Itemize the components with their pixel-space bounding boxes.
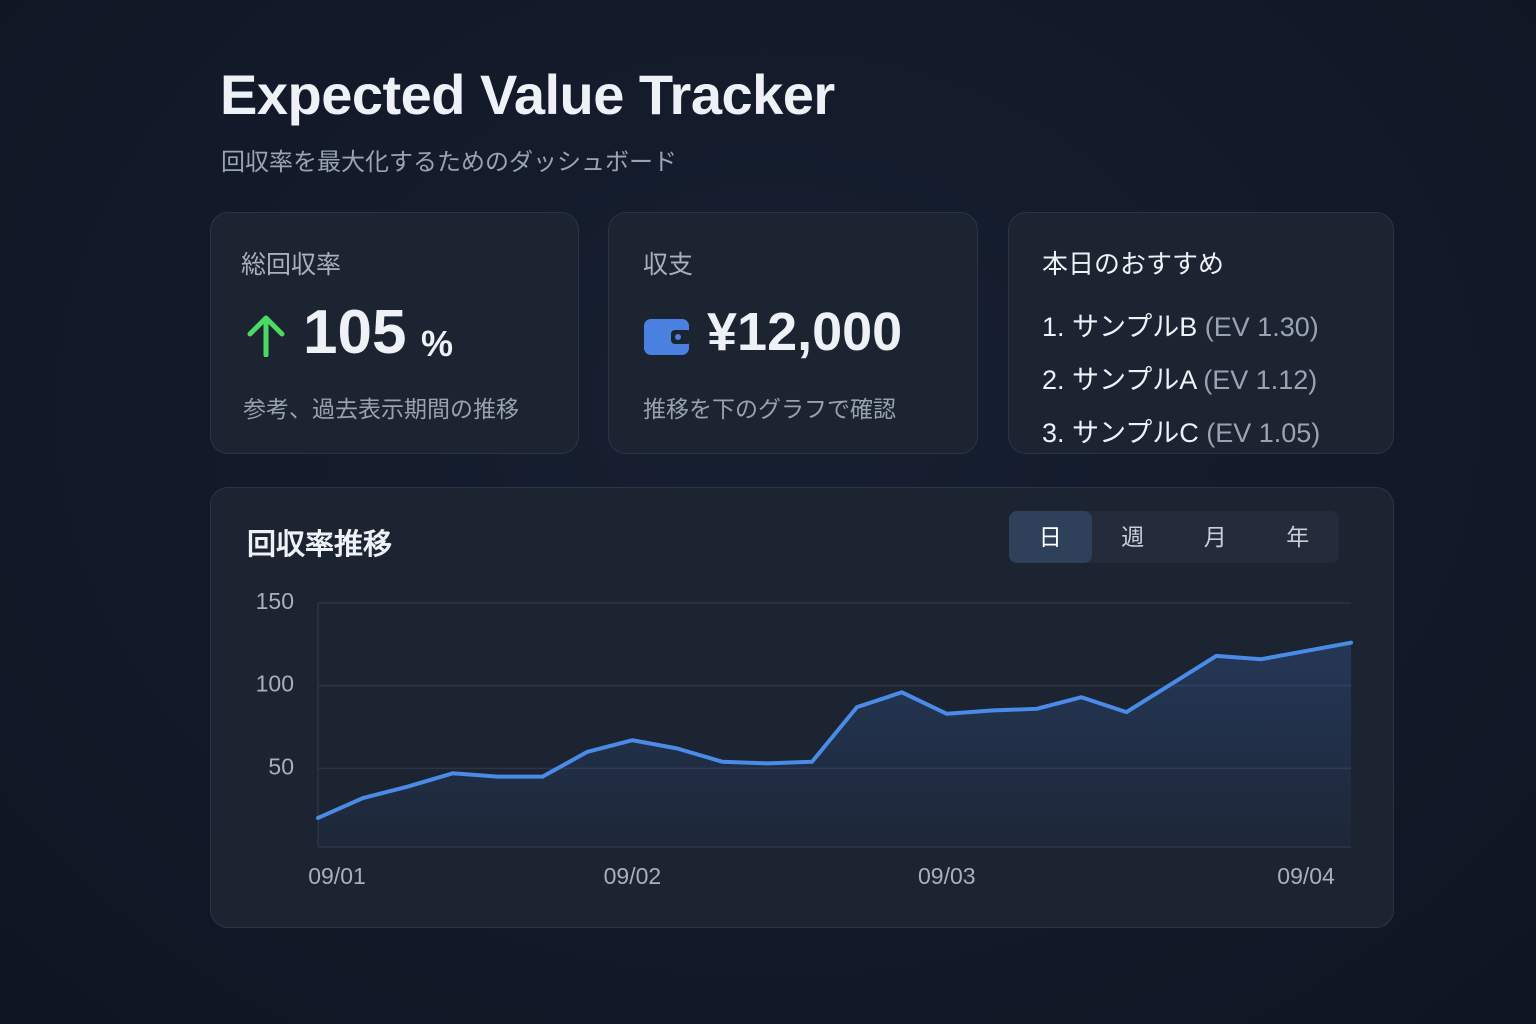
card-label: 本日のおすすめ [1042, 249, 1225, 279]
period-button[interactable]: 年 [1286, 524, 1310, 550]
recommend-item: 2. サンプルA (EV 1.12) [1042, 358, 1317, 397]
card-note: 推移を下のグラフで確認 [643, 396, 896, 422]
period-button[interactable]: 週 [1121, 524, 1145, 550]
item-name: 3. サンプルC [1042, 418, 1199, 448]
item-ev: (EV 1.12) [1203, 365, 1318, 395]
x-tick-label: 09/03 [918, 863, 976, 889]
chart-card: 回収率推移 日 週 月 年 50 100 150 09/01 09/02 09/03 09/04 [210, 487, 1394, 928]
x-tick-label: 09/02 [604, 863, 662, 889]
item-name: 2. サンプルA [1042, 365, 1196, 395]
x-tick-label: 09/01 [308, 863, 366, 889]
line-area [318, 642, 1351, 847]
card-label: 収支 [643, 251, 694, 279]
item-ev: (EV 1.05) [1206, 418, 1321, 448]
balance-value: ¥12,000 [707, 302, 903, 362]
recommend-card: 本日のおすすめ 1. サンプルB (EV 1.30) 2. サンプルA (EV 1… [1008, 212, 1394, 454]
return-rate-value: 105 [303, 298, 407, 367]
recommend-item: 1. サンプルB (EV 1.30) [1042, 305, 1319, 344]
recommend-item: 3. サンプルC (EV 1.05) [1042, 411, 1320, 450]
return-rate-card: 総回収率 105 % 参考、過去表示期間の推移 [210, 212, 579, 454]
card-label: 総回収率 [241, 251, 342, 279]
card-note: 参考、過去表示期間の推移 [243, 396, 519, 422]
page-title: Expected Value Tracker [220, 63, 835, 126]
period-button[interactable]: 日 [1009, 511, 1092, 563]
wallet-icon [644, 319, 691, 355]
item-name: 1. サンプルB [1042, 312, 1198, 342]
period-selector: 日週月年 [1009, 511, 1339, 563]
y-tick-label: 50 [268, 753, 294, 779]
line-series [316, 640, 1353, 820]
chart: 50 100 150 09/01 09/02 09/03 09/04 [256, 588, 1353, 889]
item-ev: (EV 1.30) [1204, 312, 1319, 342]
balance-card: 収支 ¥12,000 推移を下のグラフで確認 [608, 212, 978, 454]
period-button[interactable]: 月 [1203, 524, 1227, 550]
y-tick-label: 150 [256, 588, 294, 614]
chart-title: 回収率推移 [247, 529, 393, 561]
page-subtitle: 回収率を最大化するためのダッシュボード [221, 149, 677, 176]
y-tick-label: 100 [256, 671, 294, 697]
return-rate-unit: % [421, 323, 454, 364]
up-arrow-icon [247, 315, 285, 357]
x-tick-label: 09/04 [1277, 863, 1335, 889]
